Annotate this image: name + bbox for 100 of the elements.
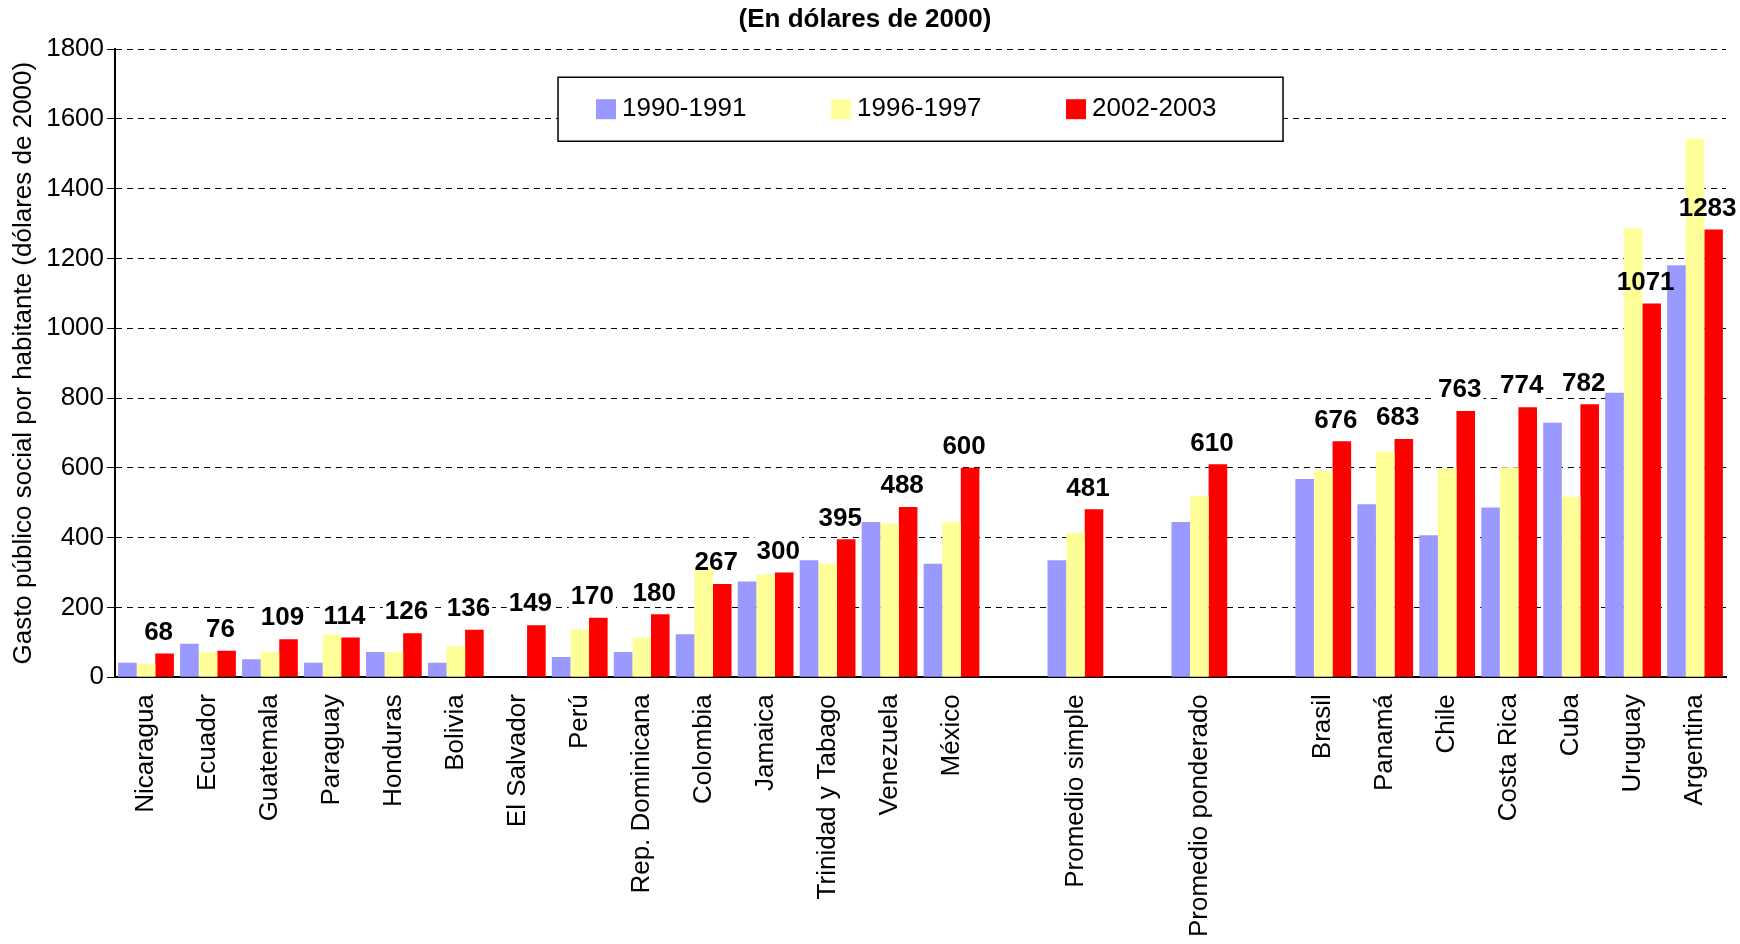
bar (551, 656, 571, 677)
data-label: 170 (570, 580, 615, 611)
legend-label: 2002-2003 (1092, 92, 1217, 123)
legend-label: 1990-1991 (622, 92, 747, 123)
bar (365, 652, 385, 677)
bar (880, 523, 899, 677)
bar (1704, 229, 1723, 677)
bar (304, 662, 323, 677)
bar (403, 633, 422, 677)
data-label: 774 (1500, 369, 1544, 400)
bar (322, 634, 342, 677)
bar (818, 563, 837, 677)
bar (155, 653, 174, 677)
y-tick-label: 600 (60, 451, 105, 482)
bar (1357, 504, 1376, 677)
x-tick-label: Paraguay (315, 694, 346, 806)
x-tick-label: Promedio simple (1058, 694, 1089, 888)
bar (1499, 467, 1519, 677)
data-label: 114 (323, 599, 366, 630)
data-label: 395 (818, 501, 862, 532)
bar (861, 521, 881, 677)
bar (1313, 470, 1333, 677)
x-tick-label: Uruguay (1616, 694, 1647, 793)
bar (1332, 441, 1352, 677)
y-axis-title: Gasto público social por habitante (dólares de 2000) (6, 61, 37, 665)
x-tick-label: Argentina (1678, 693, 1709, 806)
bar (279, 639, 298, 677)
bar (675, 634, 695, 677)
data-label: 782 (1561, 366, 1606, 397)
data-label: 180 (632, 576, 676, 607)
data-label: 300 (756, 534, 800, 565)
bar (1375, 451, 1395, 677)
bar (1171, 521, 1191, 677)
bar (1561, 496, 1581, 677)
bar (960, 467, 980, 677)
bar (1518, 407, 1538, 677)
x-tick-label: Brasil (1306, 694, 1337, 760)
bar (217, 650, 236, 677)
bar (1208, 464, 1228, 677)
bar (898, 506, 918, 677)
legend-label: 1996-1997 (857, 92, 982, 123)
data-label: 763 (1438, 373, 1482, 404)
bar (180, 643, 199, 677)
data-label: 149 (508, 587, 553, 618)
bar (1419, 535, 1438, 677)
bar (118, 662, 137, 677)
bar (1437, 468, 1457, 677)
x-tick-label: El Salvador (500, 693, 531, 828)
x-tick-label: Costa Rica (1492, 693, 1523, 822)
data-label: 68 (144, 615, 174, 646)
y-tick-label: 0 (89, 660, 105, 691)
bar (756, 574, 775, 677)
bar (198, 652, 218, 677)
x-tick-label: Colombia (686, 693, 717, 804)
x-tick-label: Rep. Dominicana (624, 693, 655, 894)
x-tick-label: Ecuador (191, 693, 222, 792)
bar (1580, 404, 1599, 677)
x-tick-label: Jamaica (748, 693, 779, 791)
bar (737, 581, 757, 677)
data-label: 676 (1314, 403, 1358, 434)
bar (942, 521, 961, 677)
bar (632, 637, 651, 677)
bar (527, 625, 546, 677)
bar (1084, 509, 1104, 677)
bar (570, 629, 590, 677)
bar (1066, 532, 1085, 677)
bar (923, 563, 943, 677)
x-tick-label: Perú (562, 694, 593, 750)
data-label: 488 (880, 469, 924, 500)
bar (836, 539, 856, 677)
y-tick-label: 1200 (46, 241, 105, 272)
y-tick-label: 800 (60, 381, 105, 412)
bar (136, 663, 156, 677)
data-label: 683 (1376, 401, 1420, 432)
bar (1456, 410, 1476, 677)
bar (1295, 479, 1314, 677)
x-tick-label: Guatemala (253, 693, 284, 822)
bar (465, 629, 484, 677)
x-tick-label: Cuba (1554, 693, 1585, 757)
data-label: 1283 (1678, 191, 1737, 222)
bar (341, 637, 360, 677)
bar (1047, 560, 1067, 677)
bar (799, 560, 819, 677)
data-label: 610 (1190, 426, 1234, 457)
bar (427, 662, 447, 677)
bar (1394, 438, 1414, 677)
data-label: 109 (260, 601, 305, 632)
chart-title: (En dólares de 2000) (738, 2, 992, 33)
bar (1605, 392, 1624, 677)
y-tick-label: 1000 (46, 311, 105, 342)
data-label: 136 (446, 591, 491, 622)
x-tick-label: Chile (1430, 694, 1461, 754)
data-label: 267 (694, 546, 738, 577)
bar (446, 646, 466, 677)
y-tick-label: 200 (60, 590, 105, 621)
y-tick-label: 1400 (46, 171, 105, 202)
x-tick-label: Honduras (377, 694, 408, 807)
bar (650, 614, 670, 677)
x-tick-label: Venezuela (872, 693, 903, 816)
bar (260, 652, 280, 677)
